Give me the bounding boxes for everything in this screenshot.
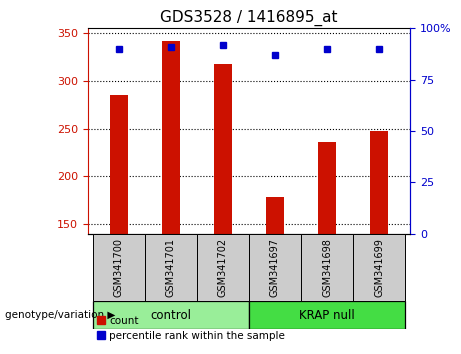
Bar: [93, 234, 145, 301]
Bar: [249, 301, 405, 329]
Bar: [145, 234, 197, 301]
Bar: [110, 95, 128, 234]
Text: control: control: [150, 309, 191, 321]
Text: GSM341702: GSM341702: [218, 238, 228, 297]
Bar: [370, 131, 388, 234]
Bar: [162, 41, 180, 234]
Legend: count, percentile rank within the sample: count, percentile rank within the sample: [93, 312, 290, 345]
Text: GSM341698: GSM341698: [322, 238, 332, 297]
Text: genotype/variation ▶: genotype/variation ▶: [5, 310, 115, 320]
Text: GSM341699: GSM341699: [374, 238, 384, 297]
Bar: [266, 197, 284, 234]
Bar: [197, 234, 249, 301]
Bar: [353, 234, 405, 301]
Bar: [301, 234, 353, 301]
Bar: [249, 234, 301, 301]
Text: KRAP null: KRAP null: [299, 309, 355, 321]
Bar: [93, 301, 249, 329]
Title: GDS3528 / 1416895_at: GDS3528 / 1416895_at: [160, 9, 338, 25]
Bar: [214, 64, 232, 234]
Text: GSM341700: GSM341700: [114, 238, 124, 297]
Text: GSM341701: GSM341701: [166, 238, 176, 297]
Text: GSM341697: GSM341697: [270, 238, 280, 297]
Bar: [318, 142, 336, 234]
